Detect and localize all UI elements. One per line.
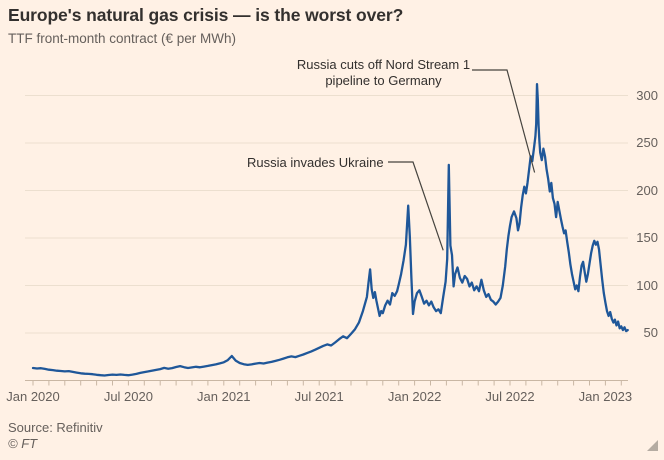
x-axis-tick-label: Jul 2022: [485, 389, 535, 404]
annotation-nordstream: Russia cuts off Nord Stream 1 pipeline t…: [286, 57, 481, 88]
y-axis-tick-label: 200: [636, 182, 658, 198]
price-line: [31, 82, 629, 377]
source-note: Source: Refinitiv: [8, 420, 103, 435]
x-axis-tick-label: Jul 2021: [294, 389, 344, 404]
y-axis-tick-label: 50: [643, 325, 658, 340]
ft-copyright: © FT: [8, 436, 38, 451]
chart-subtitle: TTF front-month contract (€ per MWh): [8, 31, 237, 46]
y-axis-tick-label: 100: [636, 277, 658, 293]
annotation-connectors: [388, 69, 536, 251]
x-axis-tick-label: Jan 2023: [578, 389, 633, 404]
expand-triangle-icon[interactable]: [647, 440, 658, 451]
x-axis-tick-label: Jan 2021: [197, 389, 251, 404]
y-axis-tick-label: 300: [636, 87, 658, 103]
annotation-nordstream-line2: pipeline to Germany: [325, 72, 442, 88]
x-axis-tick-label: Jan 2022: [387, 389, 442, 404]
annotation-invasion: Russia invades Ukraine: [247, 155, 384, 170]
x-axis: [25, 380, 628, 386]
x-axis-tick-label: Jul 2020: [103, 389, 153, 404]
gridlines: [25, 95, 628, 334]
chart-title: Europe's natural gas crisis — is the wor…: [8, 5, 404, 25]
y-axis-tick-label: 250: [636, 135, 658, 150]
y-axis-tick-label: 150: [636, 230, 658, 245]
annotation-nordstream-line1: Russia cuts off Nord Stream 1: [296, 57, 471, 72]
x-axis-tick-label: Jan 2020: [6, 389, 60, 404]
